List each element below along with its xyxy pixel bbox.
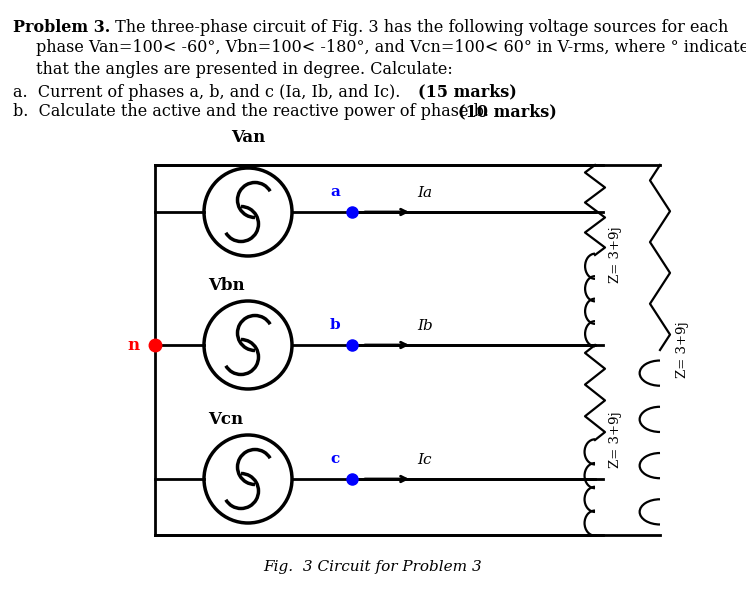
Text: c: c — [330, 452, 340, 466]
Text: Z= 3+9j: Z= 3+9j — [609, 412, 622, 469]
Text: Ic: Ic — [417, 453, 431, 467]
Text: a: a — [330, 185, 340, 199]
Text: that the angles are presented in degree. Calculate:: that the angles are presented in degree.… — [36, 61, 453, 78]
Text: Fig.  3 Circuit for Problem 3: Fig. 3 Circuit for Problem 3 — [263, 560, 483, 574]
Text: (10 marks): (10 marks) — [458, 103, 557, 120]
Text: n: n — [128, 336, 140, 353]
Text: Ia: Ia — [417, 186, 432, 200]
Text: (15 marks): (15 marks) — [418, 84, 516, 101]
Text: Vbn: Vbn — [207, 277, 244, 294]
Text: Z= 3+9j: Z= 3+9j — [676, 322, 689, 378]
Text: phase Van=100< -60°, Vbn=100< -180°, and Vcn=100< 60° in V-rms, where ° indicate: phase Van=100< -60°, Vbn=100< -180°, and… — [36, 39, 746, 56]
Text: a.  Current of phases a, b, and c (Ia, Ib, and Ic).: a. Current of phases a, b, and c (Ia, Ib… — [13, 84, 406, 101]
Text: Problem 3.: Problem 3. — [13, 19, 110, 36]
Text: Z= 3+9j: Z= 3+9j — [609, 226, 622, 283]
Text: Ib: Ib — [417, 319, 433, 333]
Text: Vcn: Vcn — [208, 411, 243, 428]
Text: b.  Calculate the active and the reactive power of phase b.: b. Calculate the active and the reactive… — [13, 103, 495, 120]
Text: The three-phase circuit of Fig. 3 has the following voltage sources for each: The three-phase circuit of Fig. 3 has th… — [110, 19, 729, 36]
Text: Van: Van — [231, 129, 265, 146]
Text: b: b — [330, 318, 340, 332]
